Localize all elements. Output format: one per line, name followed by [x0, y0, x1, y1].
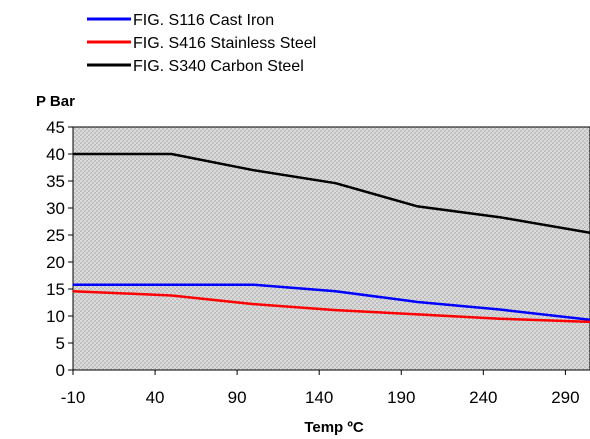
x-tick-label-290: 290 [551, 388, 579, 407]
series-line-3 [73, 152, 590, 235]
legend-label-1: FIG. S116 Cast Iron [133, 12, 274, 29]
series-line-2 [72, 289, 590, 324]
x-tick-label-140: 140 [305, 388, 333, 407]
y-tick-label-20: 20 [46, 253, 65, 272]
y-tick-label-40: 40 [46, 145, 65, 164]
y-tick-label-5: 5 [56, 334, 65, 353]
plot-area [72, 126, 590, 371]
y-tick-label-15: 15 [46, 280, 65, 299]
y-tick-label-30: 30 [46, 199, 65, 218]
x-tick-label-240: 240 [469, 388, 497, 407]
y-tick-label-10: 10 [46, 307, 65, 326]
legend-label-3: FIG. S340 Carbon Steel [133, 58, 304, 75]
x-axis-title: Temp ºC [304, 419, 364, 436]
x-tick-label-190: 190 [387, 388, 415, 407]
x-axis: -10 40 90 140 190 240 290 [61, 370, 580, 407]
x-tick-label--10: -10 [61, 388, 86, 407]
y-axis-title: P Bar [36, 93, 75, 110]
series-lines [72, 152, 590, 324]
series-line-1 [73, 283, 590, 322]
y-tick-label-45: 45 [46, 118, 65, 137]
y-axis: 0 5 10 15 20 25 30 35 40 45 [46, 118, 73, 380]
y-tick-label-35: 35 [46, 172, 65, 191]
x-tick-label-40: 40 [146, 388, 165, 407]
x-tick-label-90: 90 [228, 388, 247, 407]
legend: FIG. S116 Cast Iron FIG. S416 Stainless S… [87, 12, 316, 75]
y-tick-label-0: 0 [56, 361, 65, 380]
y-tick-label-25: 25 [46, 226, 65, 245]
legend-label-2: FIG. S416 Stainless Steel [133, 35, 316, 52]
